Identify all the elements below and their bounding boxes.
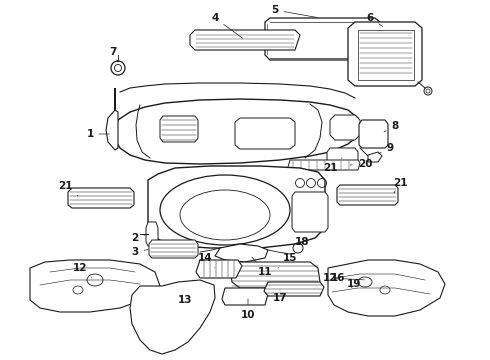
Bar	[358, 30, 414, 80]
Polygon shape	[230, 262, 320, 288]
Polygon shape	[148, 166, 325, 248]
Text: 3: 3	[131, 247, 148, 257]
Text: 8: 8	[384, 121, 399, 132]
Text: 18: 18	[295, 237, 309, 247]
Text: 12: 12	[323, 273, 364, 283]
Polygon shape	[327, 148, 358, 168]
Text: 12: 12	[73, 263, 92, 278]
Polygon shape	[368, 152, 382, 162]
Text: 1: 1	[86, 129, 109, 139]
Text: 4: 4	[211, 13, 243, 39]
Text: 2: 2	[131, 233, 146, 243]
Text: 7: 7	[109, 47, 118, 62]
Polygon shape	[288, 160, 360, 170]
Polygon shape	[160, 116, 198, 142]
Polygon shape	[149, 240, 198, 258]
Polygon shape	[337, 185, 398, 205]
Text: 11: 11	[252, 257, 272, 277]
Polygon shape	[215, 244, 268, 262]
Text: 14: 14	[197, 253, 215, 268]
Text: 16: 16	[331, 273, 345, 283]
Text: 6: 6	[367, 13, 383, 26]
Polygon shape	[146, 222, 158, 246]
Text: 21: 21	[58, 181, 78, 196]
Polygon shape	[348, 22, 422, 86]
Polygon shape	[265, 18, 380, 60]
Polygon shape	[30, 260, 160, 312]
Text: 15: 15	[278, 253, 297, 268]
Polygon shape	[196, 260, 242, 278]
Polygon shape	[330, 115, 360, 140]
Polygon shape	[235, 118, 295, 149]
Polygon shape	[130, 280, 215, 354]
Polygon shape	[68, 188, 134, 208]
Polygon shape	[359, 120, 388, 148]
Polygon shape	[264, 282, 324, 296]
Polygon shape	[115, 88, 360, 164]
Polygon shape	[190, 30, 300, 50]
Text: 20: 20	[350, 159, 372, 169]
Text: 21: 21	[393, 178, 407, 193]
Polygon shape	[328, 260, 445, 316]
Text: 17: 17	[273, 290, 287, 303]
Polygon shape	[106, 110, 118, 150]
Text: 10: 10	[241, 299, 255, 320]
Text: 5: 5	[271, 5, 317, 18]
Text: 9: 9	[378, 143, 393, 154]
Text: 13: 13	[178, 295, 192, 305]
Text: 21: 21	[323, 158, 342, 173]
Text: 19: 19	[347, 279, 361, 289]
Polygon shape	[292, 192, 328, 232]
Polygon shape	[222, 288, 268, 305]
